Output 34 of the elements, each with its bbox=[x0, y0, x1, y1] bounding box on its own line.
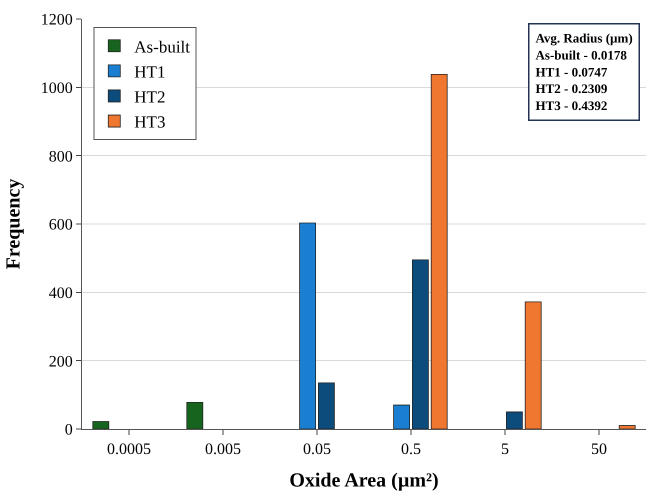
annotation: HT2 - 0.2309 bbox=[536, 81, 608, 96]
y-tick-label: 1200 bbox=[40, 12, 73, 29]
x-tick-label: 0.05 bbox=[303, 441, 331, 458]
x-tick-label: 0.0005 bbox=[107, 441, 151, 458]
bar bbox=[92, 421, 110, 429]
y-axis-title: Frequency bbox=[2, 178, 24, 270]
bar bbox=[318, 382, 335, 429]
bar bbox=[412, 259, 429, 429]
y-tick-label: 1000 bbox=[40, 80, 73, 97]
x-tick-label: 50 bbox=[591, 441, 607, 458]
annotation: As-built - 0.0178 bbox=[536, 47, 628, 62]
x-tick-label: 0.005 bbox=[205, 441, 241, 458]
annotation: Avg. Radius (µm) bbox=[536, 30, 633, 46]
bar bbox=[524, 302, 542, 429]
y-tick-label: 800 bbox=[48, 148, 73, 166]
bar bbox=[299, 222, 316, 429]
legend-label: HT3 bbox=[134, 112, 166, 132]
y-tick-label: 600 bbox=[48, 216, 73, 234]
annotation: HT3 - 0.4392 bbox=[536, 98, 608, 114]
annotation: HT1 - 0.0747 bbox=[536, 64, 608, 80]
bar bbox=[618, 425, 636, 429]
legend-label: HT2 bbox=[134, 88, 166, 107]
x-tick-label: 0.5 bbox=[401, 441, 421, 458]
bar bbox=[393, 404, 410, 429]
bar bbox=[430, 74, 448, 429]
y-tick-label: 200 bbox=[48, 353, 73, 370]
bar bbox=[506, 412, 523, 429]
y-tick-label: 0 bbox=[64, 422, 73, 439]
x-axis-title: Oxide Area (µm²) bbox=[289, 470, 439, 492]
y-tick-label: 400 bbox=[48, 284, 73, 302]
legend-label: As-built bbox=[134, 37, 190, 56]
legend-label: HT1 bbox=[134, 62, 166, 82]
x-tick-label: 5 bbox=[501, 441, 509, 458]
bar bbox=[186, 402, 204, 429]
